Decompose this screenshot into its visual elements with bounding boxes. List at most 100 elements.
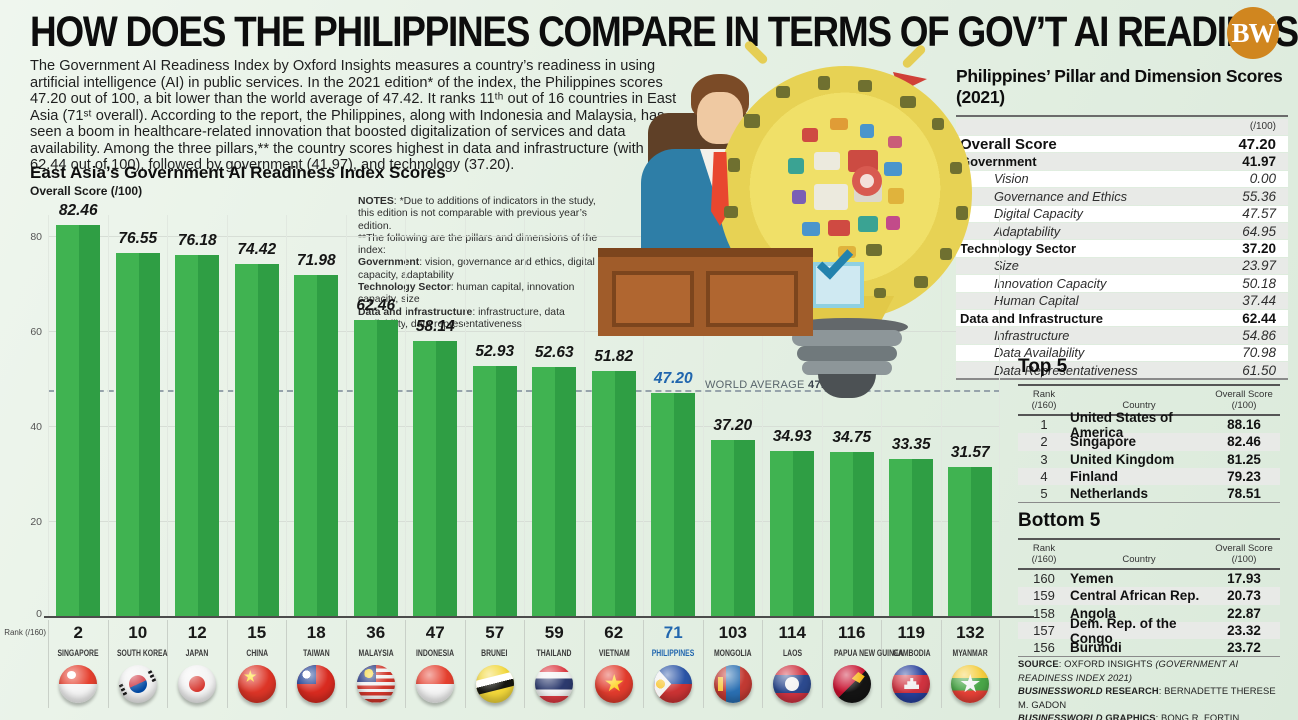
pillar-row-value: 23.97 bbox=[1242, 258, 1276, 274]
pg-flag-icon bbox=[832, 665, 871, 703]
bulb-mini-icon bbox=[932, 118, 944, 130]
bulb-mini-icon bbox=[940, 248, 952, 260]
pillar-row-label: Overall Score bbox=[960, 135, 1057, 153]
bulb-mini-icon bbox=[900, 96, 916, 108]
bar-value-label: 76.18 bbox=[177, 232, 217, 249]
mm-flag-icon bbox=[951, 665, 990, 703]
bar-column: 47.20 bbox=[643, 215, 703, 617]
bar-papua-new-guinea bbox=[829, 452, 874, 617]
country-cell: Dem. Rep. of the Congo bbox=[1070, 615, 1177, 646]
rank-cell: 4 bbox=[1040, 469, 1048, 485]
pillar-row: Size 23.97 bbox=[956, 257, 1288, 275]
country-rank: 114 bbox=[778, 623, 806, 642]
bulb-mini-icon bbox=[814, 184, 848, 210]
rank-cell: 2 bbox=[1040, 434, 1048, 450]
page-title: HOW DOES THE PHILIPPINES COMPARE IN TERM… bbox=[30, 8, 1298, 56]
intro-paragraph: The Government AI Readiness Index by Oxf… bbox=[30, 58, 677, 173]
pillar-row: Adaptability 64.95 bbox=[956, 222, 1288, 240]
x-axis-line bbox=[44, 616, 1035, 618]
table-row: 5 Netherlands 78.51 bbox=[1018, 485, 1280, 502]
country-name: TAIWAN bbox=[303, 648, 330, 658]
table-row: 158 Angola 22.87 bbox=[1018, 605, 1280, 622]
country-rank: 47 bbox=[425, 623, 445, 642]
bar-thailand bbox=[532, 367, 577, 617]
country-cell: Yemen bbox=[1070, 571, 1114, 587]
bar-series: 82.46 76.55 76.18 74.42 71.98 62.46 58.14 52.93… bbox=[48, 202, 1000, 617]
jp-flag-icon bbox=[178, 665, 217, 703]
country-name: MALAYSIA bbox=[358, 648, 394, 658]
country-rank: 103 bbox=[718, 623, 747, 642]
bar-column: 51.82 bbox=[583, 215, 644, 617]
table-row: 159 Central African Rep. 20.73 bbox=[1018, 587, 1280, 605]
pillar-row: Digital Capacity 47.57 bbox=[956, 205, 1288, 222]
bar-column: 37.20 bbox=[702, 215, 763, 617]
pillar-row: Technology Sector 37.20 bbox=[956, 240, 1288, 257]
table-row: 1 United States of America 88.16 bbox=[1018, 410, 1280, 440]
bar-value-label: 47.20 bbox=[653, 370, 693, 387]
bulb-mini-icon bbox=[838, 246, 856, 258]
score-cell: 78.51 bbox=[1227, 486, 1261, 502]
pillar-table-rows: Overall Score 47.20 Government 41.97 Vision 0… bbox=[956, 135, 1288, 381]
bulb-screw-ring bbox=[802, 361, 892, 375]
rank-cell: 159 bbox=[1033, 588, 1055, 604]
bar-column: 76.55 bbox=[107, 215, 168, 617]
country-name: CHINA bbox=[245, 648, 268, 658]
id-flag-icon bbox=[416, 665, 455, 703]
pillar-row-value: 64.95 bbox=[1242, 223, 1276, 239]
bar-south-korea bbox=[115, 253, 160, 617]
table-header-cell: Overall Score (/100) bbox=[1215, 543, 1273, 565]
pillar-row-value: 50.18 bbox=[1242, 275, 1276, 291]
country-cell: 119 CAMBODIA bbox=[881, 620, 941, 708]
pillar-row-value: 55.36 bbox=[1242, 188, 1276, 204]
score-cell: 88.16 bbox=[1227, 417, 1261, 433]
country-rank: 10 bbox=[128, 623, 148, 642]
bulb-mini-icon bbox=[888, 136, 902, 148]
pillar-row-label: Data Representativeness bbox=[994, 362, 1138, 378]
pillar-row-value: 37.20 bbox=[1242, 241, 1276, 257]
bar-column: 33.35 bbox=[881, 215, 941, 617]
country-name: LAOS bbox=[782, 648, 802, 658]
rank-cell: 156 bbox=[1033, 640, 1055, 656]
country-rank: 62 bbox=[604, 623, 624, 642]
country-cell: Netherlands bbox=[1070, 486, 1149, 502]
country-rank: 132 bbox=[956, 623, 985, 642]
country-cell: Central African Rep. bbox=[1070, 588, 1200, 604]
bulb-mini-icon bbox=[724, 206, 738, 218]
my-flag-icon bbox=[356, 665, 395, 703]
table-header-cell: Country bbox=[1122, 400, 1156, 411]
top5-header-row: Rank (/160) Country Overall Score (/100) bbox=[1018, 386, 1280, 416]
bar-cambodia bbox=[889, 459, 934, 617]
pillar-row: Data Availability 70.98 bbox=[956, 344, 1288, 362]
table-row: 2 Singapore 82.46 bbox=[1018, 433, 1280, 451]
pillar-row-value: 61.50 bbox=[1242, 362, 1276, 378]
score-cell: 23.32 bbox=[1227, 623, 1261, 639]
pillar-row-value: 47.57 bbox=[1242, 206, 1276, 222]
bulb-screw-ring bbox=[792, 330, 902, 346]
country-cell: 62 VIETNAM bbox=[583, 620, 644, 708]
pillar-scores-panel: Philippines’ Pillar and Dimension Scores… bbox=[956, 66, 1288, 381]
country-name: MYANMAR bbox=[952, 648, 988, 658]
table-row: 4 Finland 79.23 bbox=[1018, 467, 1280, 486]
chart-footer: 2 SINGAPORE 10 SOUTH KOREA 12 JAPAN 15 CHINA 18 T… bbox=[48, 620, 1000, 708]
score-cell: 81.25 bbox=[1227, 451, 1261, 467]
businessworld-logo: BW bbox=[1227, 7, 1279, 59]
bar-value-label: 71.98 bbox=[296, 252, 336, 269]
pillar-row-label: Human Capital bbox=[994, 293, 1079, 309]
pillar-row-label: Innovation Capacity bbox=[994, 275, 1107, 291]
bar-value-label: 34.75 bbox=[832, 429, 872, 446]
pillar-row-label: Data and Infrastructure bbox=[960, 310, 1104, 326]
country-cell: 36 MALAYSIA bbox=[345, 620, 406, 708]
country-rank: 57 bbox=[485, 623, 505, 642]
bar-value-label: 33.35 bbox=[891, 436, 931, 453]
bulb-icon-cluster bbox=[718, 66, 972, 320]
bulb-mini-icon bbox=[802, 222, 820, 236]
country-rank: 15 bbox=[247, 623, 267, 642]
bar-value-label: 31.57 bbox=[950, 444, 990, 461]
pillar-row-label: Digital Capacity bbox=[994, 206, 1083, 222]
bar-value-label: 58.14 bbox=[415, 318, 455, 335]
pillar-row: Governance and Ethics 55.36 bbox=[956, 188, 1288, 205]
credits-block: SOURCE: OXFORD INSIGHTS (GOVERNMENT AI R… bbox=[1018, 657, 1288, 720]
bottom5-panel: Bottom 5 Rank (/160) Country Overall Score(… bbox=[1018, 510, 1280, 658]
bar-column: 62.46 bbox=[345, 215, 406, 617]
country-cell: 10 SOUTH KOREA bbox=[107, 620, 167, 708]
